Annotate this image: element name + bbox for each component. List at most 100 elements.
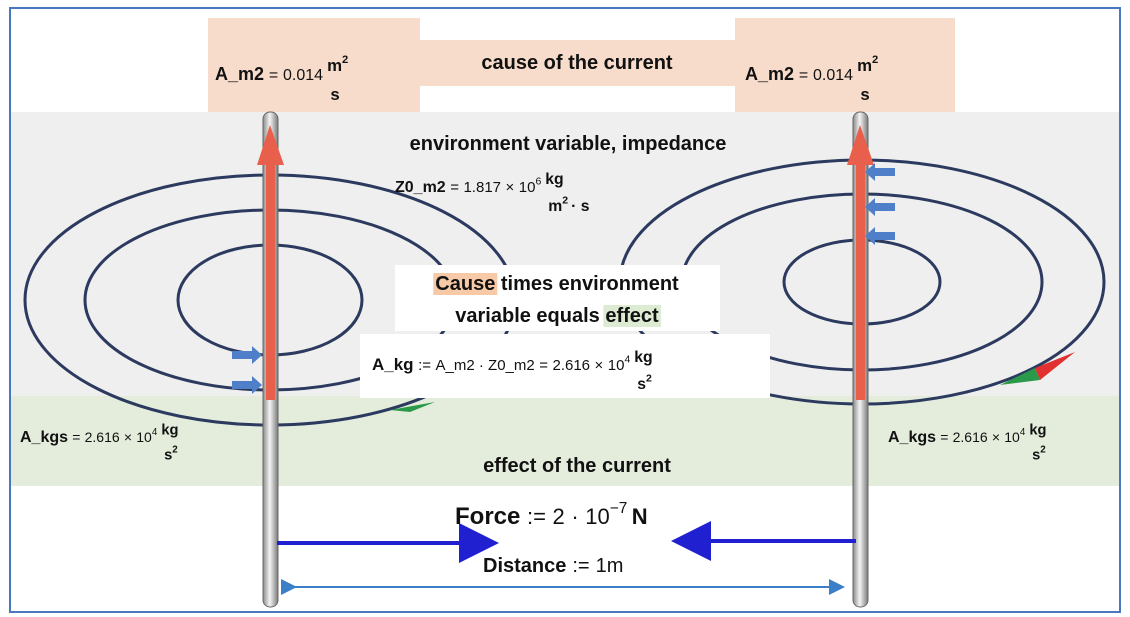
formula: A_kgs = 2.616 × 104 — [20, 427, 158, 446]
exponent: 4 — [152, 427, 158, 438]
formula-part: := — [527, 504, 546, 529]
formula: A_m2 = 0.014 — [745, 64, 853, 84]
formula-part: A_m2 — [745, 64, 794, 84]
formula-part: 10 — [519, 179, 536, 196]
formula-part: = — [539, 357, 548, 374]
unit-part: m — [548, 198, 562, 215]
effect-caption: effect of the current — [483, 455, 671, 477]
frame — [9, 7, 1121, 613]
formula-part: 0.014 — [813, 67, 853, 84]
formula-part: 10 — [136, 429, 152, 445]
cause-caption: cause of the current — [481, 52, 673, 74]
formula-part: A_kgs — [888, 429, 936, 446]
formula-part: 1.817 — [463, 179, 501, 196]
unit-numerator: m2 — [857, 54, 878, 75]
formula-part: = — [940, 429, 948, 445]
formula-part: A_kgs — [20, 429, 68, 446]
unit-numerator: kg — [1029, 422, 1046, 438]
cause-box — [420, 40, 735, 86]
unit-denominator: s2 — [1032, 445, 1046, 464]
formula-part: = — [269, 67, 278, 84]
exponent: 6 — [535, 176, 541, 188]
formula-part: = — [72, 429, 80, 445]
unit-part: s — [1032, 448, 1040, 464]
rule-text: variable equals — [455, 305, 600, 327]
formula-part: 10 — [608, 357, 625, 374]
unit-exponent: 2 — [172, 445, 178, 456]
unit-denominator: m2 · s — [548, 194, 589, 215]
field-arrow — [232, 346, 262, 364]
unit-part: · s — [571, 198, 590, 215]
unit-numerator: kg — [161, 422, 178, 438]
effect-highlight — [603, 305, 662, 327]
unit-part: kg — [545, 171, 563, 188]
formula-part: 0.014 — [283, 67, 323, 84]
cause-word: Cause — [435, 273, 495, 295]
unit-numerator: m2 — [327, 54, 348, 75]
exponent: −7 — [610, 500, 628, 517]
unit-part: s — [637, 376, 646, 393]
formula-part: × — [506, 179, 515, 196]
product-box — [360, 334, 770, 398]
formula-part: Force — [455, 503, 520, 530]
unit-part: kg — [634, 349, 652, 366]
unit-part: m — [857, 56, 872, 75]
unit-part: s — [860, 85, 869, 104]
formula-part: 1m — [596, 555, 624, 577]
rule-line: Cause times environment — [435, 273, 679, 295]
unit-part: s — [330, 85, 339, 104]
formula-part: := — [418, 357, 431, 374]
formula-part: A_m2 — [215, 64, 264, 84]
formula-part: 10 — [585, 504, 609, 529]
impedance-caption: environment variable, impedance — [410, 133, 727, 155]
formula-part: × — [595, 357, 604, 374]
exponent: 4 — [624, 354, 630, 366]
formula: Force := 2 · 10−7 N — [455, 500, 648, 530]
current-arrows — [257, 125, 874, 400]
unit: N — [632, 504, 648, 529]
current-arrow — [257, 125, 284, 165]
formula-part: 2.616 — [552, 357, 590, 374]
field-arrows — [232, 163, 895, 394]
field-arrow — [865, 198, 895, 216]
formula-part: A_kg — [372, 355, 414, 374]
cause-highlight — [433, 273, 498, 295]
formula-part: × — [124, 429, 132, 445]
formula-part: := — [572, 555, 589, 577]
effect-word: effect — [605, 305, 659, 327]
unit-exponent: 2 — [1040, 445, 1046, 456]
formula-part: Z0_m2 — [395, 179, 446, 196]
formula-part: 2 — [553, 504, 565, 529]
unit-denominator: s2 — [164, 445, 178, 464]
formula-part: × — [992, 429, 1000, 445]
formula-part: · — [571, 504, 578, 529]
field-arrow — [232, 376, 262, 394]
current-arrow — [266, 160, 275, 400]
unit-exponent: 2 — [562, 194, 568, 206]
formula-part: 2.616 — [953, 429, 988, 445]
current-arrow — [847, 125, 874, 165]
rule-text: times environment — [501, 273, 679, 295]
effect-band — [11, 396, 1119, 486]
rule-line: variable equals effect — [455, 305, 659, 327]
compass — [390, 402, 435, 412]
formula-part: = — [799, 67, 808, 84]
unit-numerator: kg — [634, 349, 652, 366]
unit-denominator: s — [330, 85, 339, 104]
cause-box — [208, 18, 420, 112]
unit-part: kg — [161, 422, 178, 438]
formula: Z0_m2 = 1.817 × 106 — [395, 176, 541, 197]
unit-part: kg — [1029, 422, 1046, 438]
unit-numerator: kg — [545, 171, 563, 188]
unit-part: m — [327, 56, 342, 75]
field-arrow — [865, 227, 895, 245]
unit-exponent: 2 — [646, 372, 652, 384]
compass — [1000, 368, 1040, 385]
formula: Distance:= 1m — [483, 555, 623, 577]
exponent: 4 — [1020, 427, 1026, 438]
formula: A_kg:= A_m2 · Z0_m2 = 2.616 × 104 — [372, 354, 630, 375]
formula: A_kgs = 2.616 × 104 — [888, 427, 1026, 446]
unit-denominator: s — [860, 85, 869, 104]
unit-part: s — [164, 448, 172, 464]
